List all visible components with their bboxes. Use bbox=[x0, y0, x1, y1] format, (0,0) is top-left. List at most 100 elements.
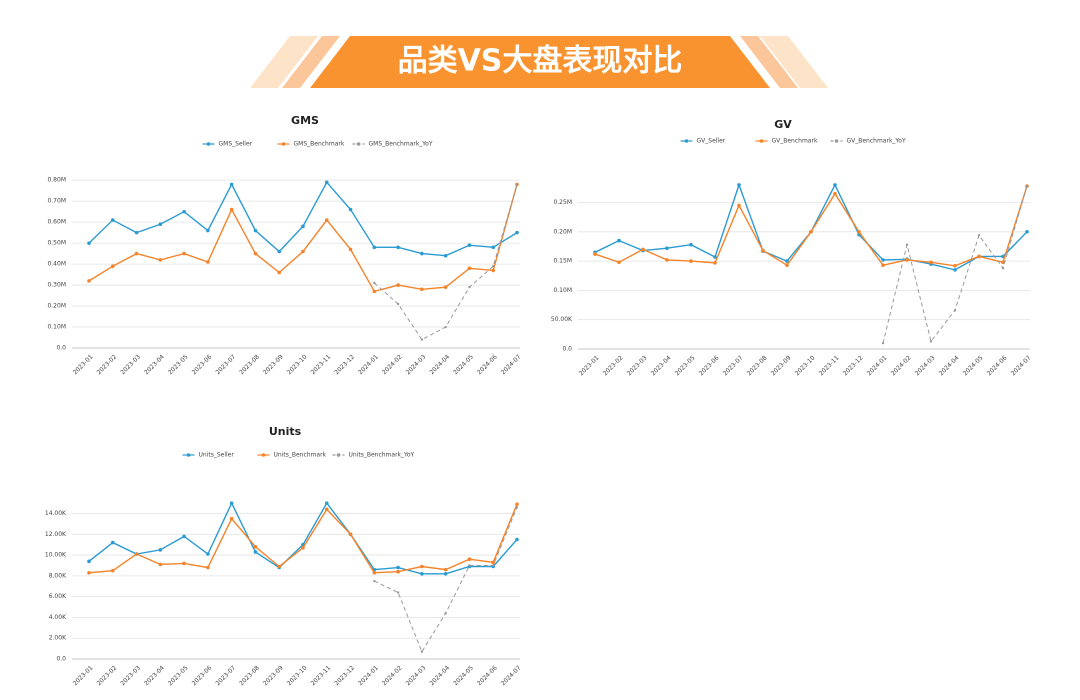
data-point bbox=[324, 218, 329, 222]
data-point bbox=[348, 532, 353, 537]
data-point bbox=[277, 270, 282, 275]
data-point bbox=[420, 564, 424, 569]
data-point bbox=[1025, 230, 1029, 234]
x-tick-label: 2023-08 bbox=[238, 353, 261, 376]
data-point bbox=[373, 579, 376, 583]
data-point bbox=[833, 183, 837, 187]
data-point bbox=[444, 612, 447, 615]
legend-label: Units_Seller bbox=[199, 452, 235, 459]
data-point bbox=[372, 570, 377, 575]
data-point bbox=[324, 507, 329, 512]
y-tick-label: 0.80M bbox=[47, 177, 66, 184]
data-point bbox=[761, 248, 765, 253]
x-tick-label: 2024-01 bbox=[357, 353, 380, 376]
data-point bbox=[785, 263, 789, 268]
data-point bbox=[229, 516, 234, 521]
data-point bbox=[301, 546, 305, 550]
x-tick-label: 2023-01 bbox=[72, 664, 95, 687]
data-point bbox=[420, 251, 424, 256]
x-tick-label: 2024-04 bbox=[938, 354, 961, 377]
x-tick-label: 2024-02 bbox=[381, 353, 404, 376]
data-point bbox=[87, 559, 91, 564]
data-point bbox=[929, 340, 933, 343]
y-tick-label: 0.20M bbox=[553, 228, 572, 235]
legend-label: GMS_Benchmark_YoY bbox=[369, 141, 433, 148]
x-tick-label: 2024-07 bbox=[500, 664, 523, 687]
data-point bbox=[617, 238, 621, 243]
data-point bbox=[301, 224, 305, 229]
data-point bbox=[515, 502, 519, 506]
data-point bbox=[182, 561, 186, 566]
data-point bbox=[468, 285, 471, 289]
y-tick-label: 0.20M bbox=[47, 303, 66, 310]
y-tick-label: 0.0 bbox=[56, 345, 66, 352]
x-tick-label: 2023-07 bbox=[214, 353, 237, 376]
series-line bbox=[88, 181, 518, 257]
data-point bbox=[134, 251, 139, 256]
chart: GMS GMS_Seller GMS_Benchmark GMS_Benchmark_… bbox=[47, 114, 522, 376]
x-tick-label: 2023-06 bbox=[191, 664, 214, 687]
data-point bbox=[737, 183, 741, 187]
data-point bbox=[396, 245, 400, 250]
series-line bbox=[88, 503, 518, 574]
legend-dot bbox=[261, 453, 266, 457]
y-tick-label: 0.50M bbox=[47, 240, 66, 247]
data-point bbox=[515, 230, 519, 235]
x-tick-label: 2024-07 bbox=[1010, 354, 1033, 377]
data-point bbox=[443, 571, 448, 576]
x-tick-label: 2024-05 bbox=[962, 354, 985, 377]
y-tick-label: 0.0 bbox=[562, 346, 572, 353]
y-tick-label: 0.70M bbox=[47, 198, 66, 205]
legend-label: GV_Benchmark bbox=[772, 138, 818, 145]
data-point bbox=[396, 565, 400, 570]
data-point bbox=[468, 564, 471, 567]
data-point bbox=[953, 268, 957, 272]
data-point bbox=[158, 222, 163, 227]
x-tick-label: 2023-03 bbox=[119, 353, 142, 376]
y-tick-label: 0.15M bbox=[553, 258, 572, 265]
x-tick-label: 2024-06 bbox=[476, 353, 499, 376]
data-point bbox=[809, 230, 813, 234]
data-point bbox=[206, 565, 210, 570]
x-tick-label: 2023-10 bbox=[794, 354, 817, 377]
data-point bbox=[87, 570, 91, 575]
data-point bbox=[110, 568, 115, 573]
data-point bbox=[324, 501, 329, 505]
data-point bbox=[158, 562, 163, 567]
data-point bbox=[953, 263, 957, 268]
data-point bbox=[665, 258, 669, 262]
y-tick-label: 12.00K bbox=[45, 531, 67, 538]
data-point bbox=[206, 552, 210, 556]
data-point bbox=[1001, 266, 1005, 270]
data-point bbox=[420, 338, 424, 341]
x-tick-label: 2023-01 bbox=[72, 353, 95, 376]
legend-label: Units_Benchmark_YoY bbox=[349, 452, 415, 459]
x-tick-label: 2023-11 bbox=[310, 664, 333, 687]
data-point bbox=[713, 255, 717, 259]
data-point bbox=[229, 207, 234, 212]
data-point bbox=[87, 241, 91, 245]
data-point bbox=[689, 242, 693, 247]
chart-title: GV bbox=[774, 118, 792, 131]
data-point bbox=[881, 263, 885, 268]
data-point bbox=[1001, 260, 1005, 265]
data-point bbox=[491, 245, 496, 250]
data-point bbox=[229, 182, 234, 187]
legend-label: GMS_Seller bbox=[219, 141, 253, 148]
x-tick-label: 2023-04 bbox=[143, 664, 166, 687]
data-point bbox=[713, 261, 717, 265]
y-tick-label: 2.00K bbox=[49, 635, 67, 642]
data-point bbox=[253, 544, 258, 549]
x-tick-label: 2024-04 bbox=[428, 664, 451, 687]
legend-dot bbox=[759, 139, 764, 143]
data-point bbox=[443, 285, 448, 289]
data-point bbox=[492, 564, 495, 567]
x-tick-label: 2024-02 bbox=[381, 664, 404, 687]
x-tick-label: 2023-10 bbox=[286, 353, 309, 376]
data-point bbox=[277, 249, 282, 254]
x-tick-label: 2023-04 bbox=[143, 353, 166, 376]
page-title: 品类VS大盘表现对比 bbox=[398, 44, 683, 79]
data-point bbox=[134, 230, 139, 235]
y-tick-label: 0.30M bbox=[47, 282, 66, 289]
